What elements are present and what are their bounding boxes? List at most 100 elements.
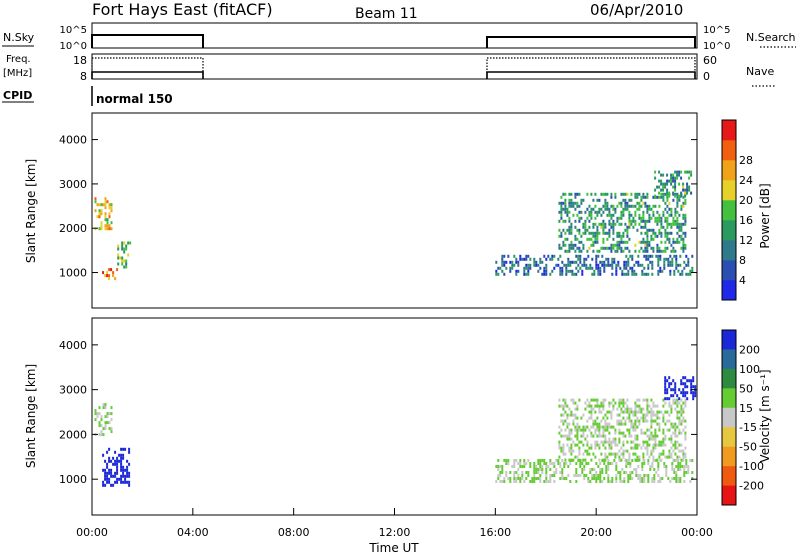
power-cell-r4 — [652, 228, 655, 232]
power-colorbar-swatch — [722, 240, 736, 261]
velocity-cell-r2 — [657, 480, 660, 483]
power-cell-r4 — [578, 204, 581, 208]
power-cell-r3 — [687, 263, 690, 267]
power-cell-r3 — [663, 263, 666, 267]
velocity-cell-r3 — [646, 413, 649, 417]
velocity-cell-r3 — [656, 413, 659, 417]
power-cell-r4 — [678, 213, 681, 217]
velocity-cell-r3 — [614, 455, 617, 459]
velocity-cell-r3 — [684, 452, 687, 456]
power-cell-r4 — [664, 249, 667, 253]
velocity-cell-r1 — [108, 447, 111, 451]
velocity-cell-r3 — [614, 437, 617, 441]
velocity-cell-r3 — [622, 404, 625, 408]
power-cell-r4 — [626, 234, 629, 238]
power-cell-r4 — [560, 195, 563, 199]
velocity-cell-r1 — [120, 462, 123, 466]
velocity-cell-r3 — [622, 449, 625, 453]
velocity-cell-r3 — [616, 419, 619, 423]
power-cell-r4 — [568, 204, 571, 208]
velocity-cell-r3 — [618, 401, 621, 405]
velocity-cell-r4 — [690, 382, 693, 386]
velocity-cell-r1 — [120, 465, 123, 469]
power-cell-r3 — [515, 257, 518, 261]
velocity-cell-r3 — [614, 440, 617, 444]
power-cell-r5 — [680, 194, 683, 198]
power-cell-r4 — [680, 225, 683, 229]
velocity-cell-r3 — [614, 443, 617, 447]
velocity-cell-r4 — [692, 376, 695, 380]
power-cell-r5 — [688, 185, 691, 189]
power-cell-r4 — [664, 216, 667, 220]
power-cell-r4 — [558, 228, 561, 232]
velocity-cell-r2 — [581, 468, 584, 471]
power-cell-r4 — [646, 219, 649, 223]
velocity-cell-r3 — [564, 428, 567, 432]
velocity-cell-r3 — [640, 416, 643, 420]
velocity-cell-r2 — [533, 480, 536, 483]
velocity-cell-r2 — [615, 480, 618, 483]
velocity-cell-r1 — [104, 471, 107, 475]
velocity-cell-r2 — [533, 468, 536, 471]
velocity-cell-r1 — [128, 480, 131, 484]
power-cell-r0 — [110, 206, 113, 210]
velocity-cell-r3 — [602, 443, 605, 447]
power-cell-r4 — [652, 195, 655, 199]
power-cell-r4 — [682, 216, 685, 220]
velocity-cell-r2 — [521, 471, 524, 474]
velocity-cell-r3 — [580, 434, 583, 438]
velocity-cell-r3 — [606, 425, 609, 429]
power-cell-r4 — [600, 192, 603, 196]
power-cell-r0 — [110, 203, 113, 207]
velocity-cell-r1 — [106, 471, 109, 475]
velocity-cell-r2 — [591, 474, 594, 477]
power-cell-r4 — [684, 231, 687, 235]
power-cell-r3 — [571, 260, 574, 264]
velocity-cell-r3 — [642, 416, 645, 420]
velocity-cell-r2 — [607, 465, 610, 468]
velocity-cell-r2 — [535, 468, 538, 471]
velocity-cell-r2 — [543, 459, 546, 462]
velocity-cell-r3 — [672, 422, 675, 426]
velocity-cell-r2 — [537, 477, 540, 480]
power-cell-r3 — [575, 272, 578, 276]
velocity-cell-r1 — [110, 459, 113, 463]
velocity-cell-r3 — [586, 443, 589, 447]
velocity-cell-r3 — [622, 452, 625, 456]
power-cell-r4 — [560, 213, 563, 217]
velocity-cell-r2 — [675, 471, 678, 474]
velocity-cell-r3 — [558, 425, 561, 429]
power-cell-r4 — [664, 192, 667, 196]
power-cell-r4 — [684, 222, 687, 226]
power-cell-r5 — [658, 191, 661, 195]
power-cell-r3 — [623, 272, 626, 276]
velocity-cell-r3 — [566, 416, 569, 420]
velocity-cell-r2 — [657, 468, 660, 471]
velocity-cell-r2 — [601, 468, 604, 471]
power-cell-r4 — [614, 222, 617, 226]
power-cell-r4 — [582, 222, 585, 226]
power-cell-r4 — [660, 225, 663, 229]
velocity-cell-r1 — [128, 450, 131, 454]
power-cell-r4 — [672, 246, 675, 250]
power-cell-r4 — [642, 210, 645, 214]
power-cell-r5 — [664, 182, 667, 186]
power-cell-r2 — [121, 262, 124, 266]
velocity-cell-r2 — [565, 462, 568, 465]
power-cell-r4 — [580, 201, 583, 205]
velocity-cell-r3 — [634, 443, 637, 447]
power-cell-r4 — [576, 192, 579, 196]
velocity-cell-r3 — [602, 458, 605, 462]
power-cell-r5 — [676, 173, 679, 177]
velocity-cell-r2 — [515, 477, 518, 480]
velocity-cell-r3 — [562, 434, 565, 438]
velocity-cell-r1 — [126, 465, 129, 469]
power-cell-r3 — [561, 269, 564, 273]
velocity-cell-r3 — [570, 437, 573, 441]
velocity-cell-r3 — [672, 398, 675, 402]
power-cell-r4 — [670, 249, 673, 253]
velocity-cell-r3 — [592, 398, 595, 402]
power-cell-r3 — [643, 272, 646, 276]
velocity-cell-r3 — [646, 398, 649, 402]
power-cell-r4 — [652, 237, 655, 241]
